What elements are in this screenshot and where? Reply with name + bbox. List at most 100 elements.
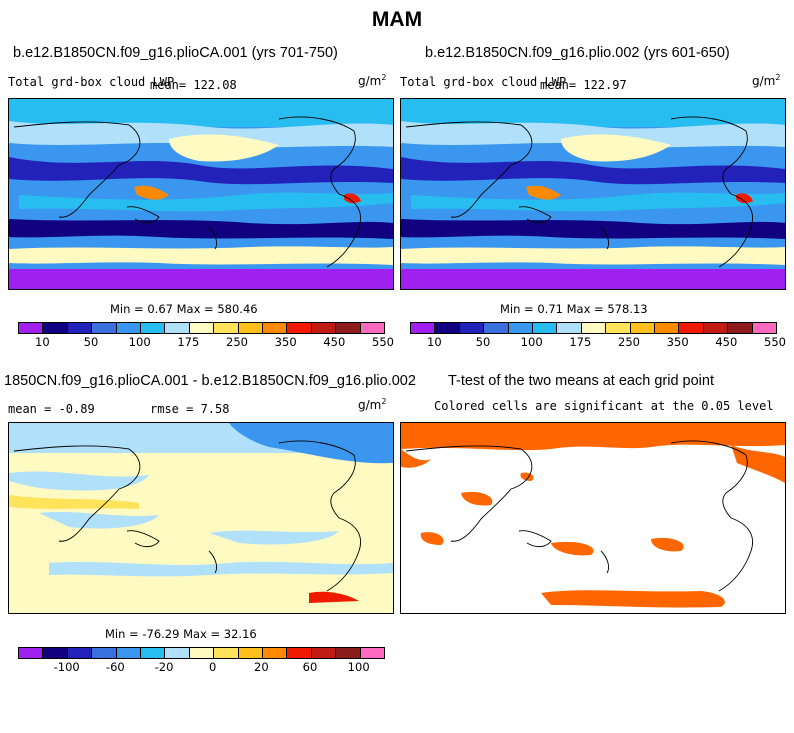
colorbar-cell: [263, 323, 288, 333]
colorbar-cell: [459, 323, 485, 333]
map-antarctic-band: [401, 269, 785, 289]
map-so-cloud-band: [9, 246, 393, 265]
colorbar-tick-label: -20: [154, 660, 174, 674]
colorbar-cell: [43, 648, 68, 658]
colorbar-cell: [19, 648, 44, 658]
colorbar-tick-label: 550: [372, 335, 394, 349]
map-sh-subtropic: [9, 219, 393, 239]
panel1-mean: mean= 122.08: [150, 78, 237, 92]
colorbar-cell: [141, 648, 166, 658]
panel4-map-svg: [401, 423, 785, 613]
panel4-map: [400, 422, 786, 614]
colorbar-cell: [287, 648, 312, 658]
colorbar-cell: [214, 323, 239, 333]
colorbar-cell: [360, 323, 385, 333]
panel3-colorbar: [18, 647, 385, 659]
map-so-cloud-band: [401, 246, 785, 265]
panel3-title: 1850CN.f09_g16.plioCA.001 - b.e12.B1850C…: [4, 373, 416, 389]
panel4-title: T-test of the two means at each grid poi…: [448, 373, 714, 389]
panel2-variable-label: Total grd-box cloud LWP: [400, 75, 567, 89]
colorbar-cell: [67, 648, 93, 658]
colorbar-tick-label: 50: [475, 335, 491, 349]
diff-min-spot: [309, 591, 359, 603]
map-sh-subtropic: [401, 219, 785, 239]
colorbar-cell: [336, 323, 361, 333]
colorbar-cell: [655, 323, 680, 333]
colorbar-tick-label: 450: [715, 335, 738, 349]
colorbar-tick-label: 20: [254, 660, 269, 674]
colorbar-cell: [752, 323, 777, 333]
colorbar-cell: [287, 323, 312, 333]
colorbar-cell: [703, 323, 729, 333]
colorbar-cell: [214, 648, 239, 658]
map-amazon-max: [344, 193, 361, 204]
map-maritime-max: [526, 185, 561, 200]
colorbar-cell: [67, 323, 93, 333]
colorbar-tick-label: 10: [35, 335, 50, 349]
colorbar-tick-label: 175: [177, 335, 200, 349]
map-coastlines: [405, 440, 753, 592]
panel2-colorbar: [410, 322, 777, 334]
colorbar-cell: [533, 323, 558, 333]
panel3-rmse: rmse = 7.58: [150, 402, 230, 416]
panel1-map-svg: [9, 99, 393, 289]
panel2-map: [400, 98, 786, 290]
colorbar-cell: [165, 323, 190, 333]
colorbar-cell: [411, 323, 436, 333]
map-maritime-max: [134, 185, 169, 200]
panel3-colorbar-ticks: -100 -60 -20 0 20 60 100: [18, 660, 383, 674]
map-nh-storm-band: [401, 121, 785, 148]
colorbar-tick-label: 350: [274, 335, 297, 349]
panel2-title: b.e12.B1850CN.f09_g16.plio.002 (yrs 601-…: [425, 45, 730, 61]
panel3-units: g/m2: [358, 397, 387, 412]
colorbar-cell: [116, 648, 142, 658]
panel3-minmax: Min = -76.29 Max = 32.16: [105, 627, 257, 641]
colorbar-tick-label: 175: [569, 335, 592, 349]
colorbar-cell: [43, 323, 68, 333]
diff-tropical-negative: [39, 512, 159, 529]
colorbar-cell: [557, 323, 582, 333]
panel2-minmax: Min = 0.71 Max = 578.13: [500, 302, 648, 316]
diff-npac-negative: [229, 423, 393, 464]
colorbar-cell: [238, 323, 264, 333]
colorbar-cell: [92, 323, 117, 333]
panel2-colorbar-ticks: 10 50 100 175 250 350 450 550: [410, 335, 786, 349]
colorbar-tick-label: 550: [764, 335, 786, 349]
panel1-colorbar: [18, 322, 385, 334]
colorbar-tick-label: 250: [618, 335, 640, 349]
colorbar-cell: [189, 323, 215, 333]
diff-positive-band: [9, 495, 139, 509]
colorbar-cell: [435, 323, 460, 333]
colorbar-tick-label: 100: [128, 335, 151, 349]
map-npac-cloud: [561, 134, 671, 162]
colorbar-tick-label: 450: [323, 335, 346, 349]
panel1-variable-label: Total grd-box cloud LWP: [8, 75, 175, 89]
map-amazon-max: [736, 193, 753, 204]
map-coastlines: [13, 440, 361, 592]
panel1-minmax: Min = 0.67 Max = 580.46: [110, 302, 258, 316]
map-coastlines: [405, 116, 753, 268]
panel1-units: g/m2: [358, 73, 387, 88]
colorbar-cell: [508, 323, 534, 333]
map-nh-storm-band: [9, 121, 393, 148]
colorbar-cell: [165, 648, 190, 658]
colorbar-cell: [606, 323, 631, 333]
colorbar-tick-label: 250: [226, 335, 248, 349]
figure-title: MAM: [371, 8, 423, 31]
panel2-map-svg: [401, 99, 785, 289]
colorbar-tick-label: 10: [427, 335, 442, 349]
colorbar-tick-label: 60: [302, 660, 318, 674]
colorbar-cell: [238, 648, 264, 658]
colorbar-cell: [336, 648, 361, 658]
panel1-map: [8, 98, 394, 290]
map-subtropic-band: [401, 157, 785, 185]
colorbar-cell: [679, 323, 704, 333]
colorbar-cell: [263, 648, 288, 658]
map-antarctic-band: [9, 269, 393, 289]
ttest-background: [401, 423, 785, 613]
map-coastlines: [13, 116, 361, 268]
colorbar-cell: [189, 648, 215, 658]
map-subtropic-band: [9, 157, 393, 185]
panel4-subtitle: Colored cells are significant at the 0.0…: [434, 399, 774, 413]
panel3-mean: mean = -0.89: [8, 402, 95, 416]
